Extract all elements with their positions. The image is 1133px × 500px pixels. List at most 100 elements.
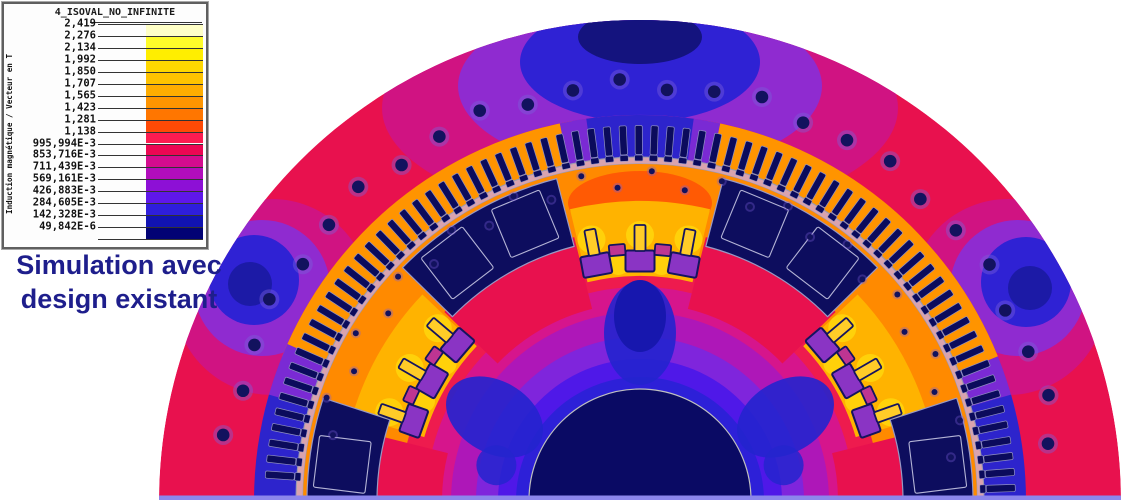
slot-tip: [311, 385, 320, 396]
slot-tip: [590, 157, 600, 165]
legend-value: 426,883E-3: [32, 184, 96, 197]
stator-slot: [424, 189, 447, 218]
rotor-pocket-stem: [426, 317, 454, 344]
slot-tip: [862, 239, 872, 249]
stator-slot: [765, 151, 783, 181]
slot-tip: [692, 159, 702, 167]
slot-tip: [902, 281, 913, 292]
slot-tip: [453, 205, 463, 215]
slot-tip: [478, 191, 489, 201]
magnet: [908, 435, 968, 494]
stator-slot: [437, 181, 459, 210]
slot-tip: [839, 220, 850, 231]
legend-tick-line: [98, 203, 203, 205]
legend-swatch: [146, 155, 203, 168]
stator-slot: [479, 158, 499, 188]
slot-tip: [303, 414, 311, 424]
legend-swatch: [146, 143, 203, 156]
stator-slot: [555, 133, 569, 164]
slot-tip: [762, 178, 773, 187]
stator-slot: [399, 208, 423, 236]
stator-slot: [288, 361, 319, 379]
legend-tick-line: [98, 155, 203, 157]
slot-tip: [341, 319, 351, 330]
legend-tick-line: [98, 71, 203, 73]
slot-tip: [735, 168, 745, 177]
legend-value: 1,423: [64, 101, 96, 114]
slot-tip: [979, 484, 987, 494]
legend-tick-line: [98, 167, 203, 169]
legend-value: 1,281: [64, 113, 96, 126]
rotor-pocket-stem: [583, 227, 601, 257]
slot-tip: [920, 305, 930, 315]
stator-slot: [694, 130, 707, 161]
slot-tip: [789, 190, 800, 200]
legend-tick-line: [98, 143, 203, 145]
stator-slot: [274, 407, 305, 422]
stator-slot: [649, 125, 659, 156]
slot-tip: [802, 197, 813, 207]
rotor-pocket: [624, 249, 656, 273]
stator-slot: [333, 278, 362, 301]
slot-tip: [619, 155, 629, 162]
slot-tip: [721, 165, 731, 173]
slot-tip: [505, 179, 516, 188]
slot-tip: [321, 358, 331, 369]
legend-tick-line: [98, 239, 203, 241]
stator-slot: [539, 137, 555, 168]
slot-tip: [491, 185, 502, 194]
stator-slot: [877, 228, 903, 254]
legend-value: 569,161E-3: [32, 172, 96, 185]
rotor-pocket-tab: [402, 385, 420, 406]
magnet: [720, 189, 789, 258]
slot-tip: [561, 162, 571, 170]
slot-tip: [295, 457, 303, 467]
slot-tip: [827, 212, 838, 222]
legend-swatch: [146, 131, 203, 144]
slot-tip: [678, 157, 688, 165]
stator-slot: [264, 470, 295, 481]
stator-slot: [324, 291, 353, 313]
legend-value: 1,565: [64, 89, 96, 102]
legend-tick-line: [98, 35, 203, 37]
stator-slot: [934, 302, 963, 324]
legend-value: 1,138: [64, 125, 96, 138]
slot-tip: [316, 372, 325, 382]
slot-tip: [385, 261, 395, 271]
legend-swatch: [146, 47, 203, 60]
low-flux-zone-top: [578, 20, 702, 64]
legend-tick-line: [98, 215, 203, 217]
legend-value: 2,134: [64, 41, 96, 54]
stator-slot: [586, 128, 599, 159]
stator-slot: [465, 165, 485, 195]
rotor-pocket-tab: [424, 345, 444, 366]
rotor-shaft: [528, 388, 752, 500]
stator-slot: [806, 171, 827, 201]
slot-tip: [648, 154, 658, 162]
stator-slot: [266, 454, 297, 466]
bottom-strip: [159, 495, 1121, 500]
slot-tip: [928, 317, 938, 328]
magnet: [491, 189, 560, 258]
stator-slot: [708, 132, 722, 163]
legend-title-rule: [90, 22, 202, 23]
legend-tick-line: [98, 179, 203, 181]
stator-slot: [831, 188, 854, 216]
stator-slot: [278, 392, 309, 408]
rotor-pocket: [579, 251, 614, 279]
stator-slot: [981, 436, 1012, 449]
legend-tick-line: [98, 131, 203, 133]
legend-tick-line: [98, 47, 203, 49]
stator-slot: [737, 140, 753, 171]
legend-swatch: [146, 83, 203, 96]
legend-tick-line: [98, 59, 203, 61]
slot-tip: [968, 411, 977, 422]
stator-slot: [984, 468, 1015, 478]
legend-swatch: [146, 71, 203, 84]
legend-value: 2,419: [64, 17, 96, 30]
stator-slot: [524, 141, 541, 172]
stator-slot: [974, 405, 1005, 420]
stator-slot: [941, 316, 971, 337]
